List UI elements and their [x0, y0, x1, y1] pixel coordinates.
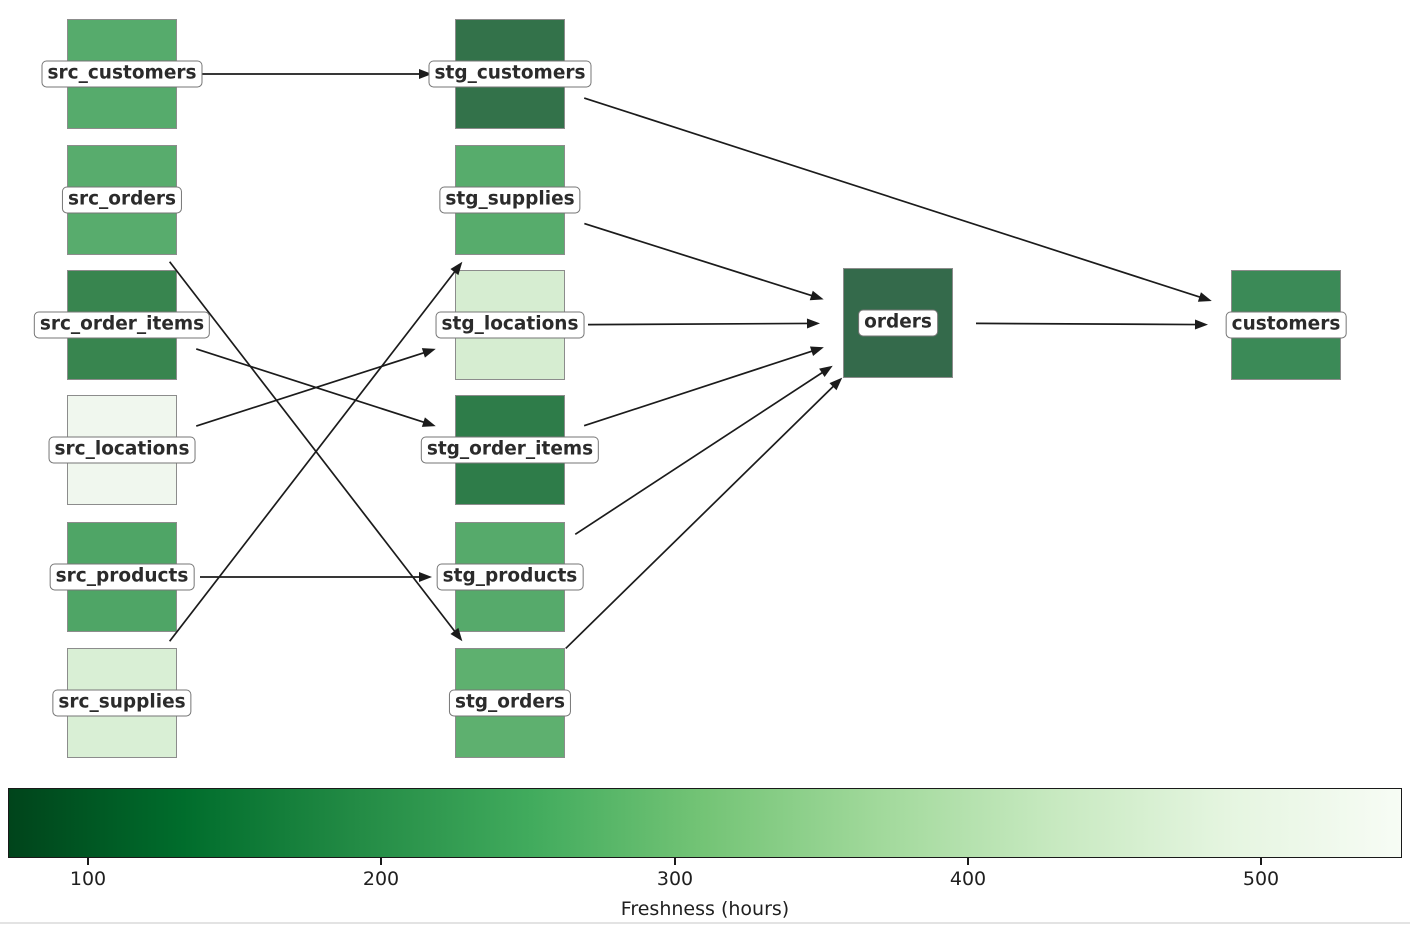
edge-stg_customers-customers	[583, 97, 1212, 302]
node-label-src_products: src_products	[49, 563, 195, 591]
colorbar-axis-label: Freshness (hours)	[620, 898, 790, 920]
colorbar-tick-mark-200	[380, 858, 382, 865]
colorbar-tick-mark-500	[1260, 858, 1262, 865]
colorbar-tick-label-300: 300	[656, 868, 694, 890]
edge-stg_products-orders	[574, 365, 833, 535]
colorbar-tick-mark-400	[967, 858, 969, 865]
node-label-customers: customers	[1225, 311, 1347, 339]
edge-src_locations-stg_locations	[195, 348, 436, 427]
node-label-src_order_items: src_order_items	[33, 311, 211, 339]
edge-src_orders-stg_orders	[168, 261, 463, 642]
colorbar-tick-label-400: 400	[949, 868, 987, 890]
colorbar-tick-label-200: 200	[362, 868, 400, 890]
node-label-src_orders: src_orders	[61, 186, 183, 214]
figure-bottom-rule	[0, 922, 1410, 924]
edge-src_supplies-stg_supplies	[168, 261, 463, 642]
colorbar-tick-label-500: 500	[1242, 868, 1280, 890]
colorbar-tick-mark-300	[674, 858, 676, 865]
node-label-stg_supplies: stg_supplies	[439, 186, 581, 214]
node-label-orders: orders	[858, 309, 938, 337]
colorbar-gradient	[8, 788, 1402, 858]
edge-src_products-stg_products	[200, 572, 432, 582]
node-label-stg_order_items: stg_order_items	[420, 436, 600, 464]
edge-stg_locations-orders	[587, 318, 821, 329]
edge-stg_supplies-orders	[584, 222, 824, 301]
node-label-stg_locations: stg_locations	[435, 311, 585, 339]
edge-src_order_items-stg_order_items	[195, 348, 436, 427]
node-label-stg_customers: stg_customers	[428, 60, 592, 88]
node-label-stg_orders: stg_orders	[448, 689, 572, 717]
edge-stg_order_items-orders	[583, 346, 824, 427]
edge-src_customers-stg_customers	[200, 69, 432, 79]
node-label-src_supplies: src_supplies	[52, 689, 192, 717]
node-label-src_customers: src_customers	[41, 60, 203, 88]
colorbar-tick-mark-100	[87, 858, 89, 865]
edge-stg_orders-orders	[565, 377, 843, 650]
node-label-stg_products: stg_products	[436, 563, 584, 591]
node-label-src_locations: src_locations	[48, 436, 196, 464]
edge-orders-customers	[975, 319, 1209, 330]
colorbar-tick-label-100: 100	[69, 868, 107, 890]
